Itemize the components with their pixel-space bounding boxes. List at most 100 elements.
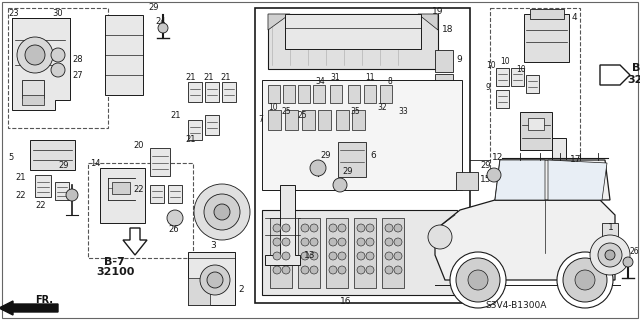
- FancyBboxPatch shape: [22, 95, 44, 105]
- FancyBboxPatch shape: [150, 148, 170, 176]
- Circle shape: [338, 266, 346, 274]
- Text: 10: 10: [268, 103, 278, 113]
- Text: 34: 34: [315, 77, 324, 86]
- Text: 10: 10: [500, 58, 509, 67]
- Circle shape: [394, 266, 402, 274]
- Text: 3: 3: [210, 241, 216, 250]
- Circle shape: [273, 266, 281, 274]
- FancyBboxPatch shape: [55, 182, 69, 200]
- Polygon shape: [12, 18, 70, 110]
- Text: 5: 5: [8, 154, 13, 163]
- Text: 21: 21: [185, 135, 195, 145]
- Circle shape: [207, 272, 223, 288]
- Circle shape: [329, 252, 337, 260]
- Text: 29: 29: [58, 161, 68, 170]
- Text: 22: 22: [133, 186, 143, 195]
- Text: 27: 27: [72, 70, 83, 79]
- Circle shape: [25, 45, 45, 65]
- Polygon shape: [548, 160, 607, 200]
- FancyBboxPatch shape: [496, 90, 509, 108]
- Circle shape: [366, 224, 374, 232]
- FancyBboxPatch shape: [552, 138, 566, 218]
- FancyBboxPatch shape: [188, 120, 202, 140]
- FancyBboxPatch shape: [326, 218, 348, 288]
- Text: S3V4-B1300A: S3V4-B1300A: [485, 300, 547, 309]
- FancyBboxPatch shape: [318, 110, 331, 130]
- Circle shape: [357, 224, 365, 232]
- FancyBboxPatch shape: [283, 85, 295, 103]
- Text: 21: 21: [203, 74, 214, 83]
- Text: 26: 26: [630, 247, 639, 257]
- FancyBboxPatch shape: [496, 68, 509, 86]
- FancyBboxPatch shape: [364, 85, 376, 103]
- FancyBboxPatch shape: [456, 172, 478, 190]
- Circle shape: [194, 184, 250, 240]
- FancyBboxPatch shape: [530, 9, 564, 19]
- Text: 29: 29: [320, 150, 330, 159]
- FancyBboxPatch shape: [520, 112, 552, 150]
- Circle shape: [51, 63, 65, 77]
- Circle shape: [357, 252, 365, 260]
- Circle shape: [366, 266, 374, 274]
- Text: 12: 12: [492, 154, 504, 163]
- Text: 21: 21: [220, 74, 230, 83]
- FancyBboxPatch shape: [100, 168, 145, 223]
- Text: 16: 16: [340, 298, 351, 307]
- Polygon shape: [495, 160, 545, 200]
- Text: 17: 17: [570, 156, 582, 164]
- FancyBboxPatch shape: [112, 182, 130, 194]
- FancyBboxPatch shape: [302, 110, 315, 130]
- FancyBboxPatch shape: [35, 175, 51, 197]
- Text: 8: 8: [388, 77, 393, 86]
- Text: 11: 11: [365, 74, 374, 83]
- Polygon shape: [265, 185, 300, 265]
- Circle shape: [301, 266, 309, 274]
- Text: 4: 4: [572, 13, 578, 22]
- Text: 21: 21: [15, 173, 26, 182]
- FancyBboxPatch shape: [348, 85, 360, 103]
- Circle shape: [282, 266, 290, 274]
- Polygon shape: [268, 14, 290, 30]
- Circle shape: [282, 238, 290, 246]
- Text: 21: 21: [185, 74, 195, 83]
- Text: 25: 25: [297, 110, 307, 119]
- Text: 24: 24: [155, 18, 166, 27]
- FancyBboxPatch shape: [528, 118, 544, 130]
- Circle shape: [310, 160, 326, 176]
- Text: FR.: FR.: [35, 295, 53, 305]
- Circle shape: [487, 168, 501, 182]
- Circle shape: [329, 266, 337, 274]
- Circle shape: [329, 238, 337, 246]
- Text: 26: 26: [168, 226, 179, 235]
- FancyBboxPatch shape: [262, 210, 457, 295]
- Text: 1: 1: [608, 223, 614, 233]
- Polygon shape: [435, 200, 615, 280]
- Circle shape: [366, 238, 374, 246]
- Circle shape: [17, 37, 53, 73]
- Circle shape: [301, 252, 309, 260]
- Circle shape: [329, 224, 337, 232]
- Text: 29: 29: [148, 4, 159, 12]
- Text: 2: 2: [238, 285, 244, 294]
- FancyBboxPatch shape: [268, 85, 280, 103]
- FancyBboxPatch shape: [602, 223, 618, 237]
- FancyBboxPatch shape: [352, 110, 365, 130]
- Circle shape: [575, 270, 595, 290]
- Polygon shape: [188, 252, 235, 305]
- Circle shape: [333, 178, 347, 192]
- Text: 29: 29: [480, 161, 490, 170]
- Circle shape: [338, 252, 346, 260]
- Text: 32: 32: [377, 103, 387, 113]
- Text: 18: 18: [442, 26, 454, 35]
- Circle shape: [385, 252, 393, 260]
- Text: 7: 7: [258, 116, 263, 124]
- FancyBboxPatch shape: [262, 80, 462, 190]
- FancyBboxPatch shape: [268, 14, 438, 69]
- Circle shape: [214, 204, 230, 220]
- Text: 13: 13: [304, 251, 316, 260]
- Circle shape: [338, 224, 346, 232]
- Circle shape: [563, 258, 607, 302]
- FancyBboxPatch shape: [205, 115, 219, 135]
- FancyBboxPatch shape: [313, 85, 325, 103]
- FancyBboxPatch shape: [150, 185, 164, 203]
